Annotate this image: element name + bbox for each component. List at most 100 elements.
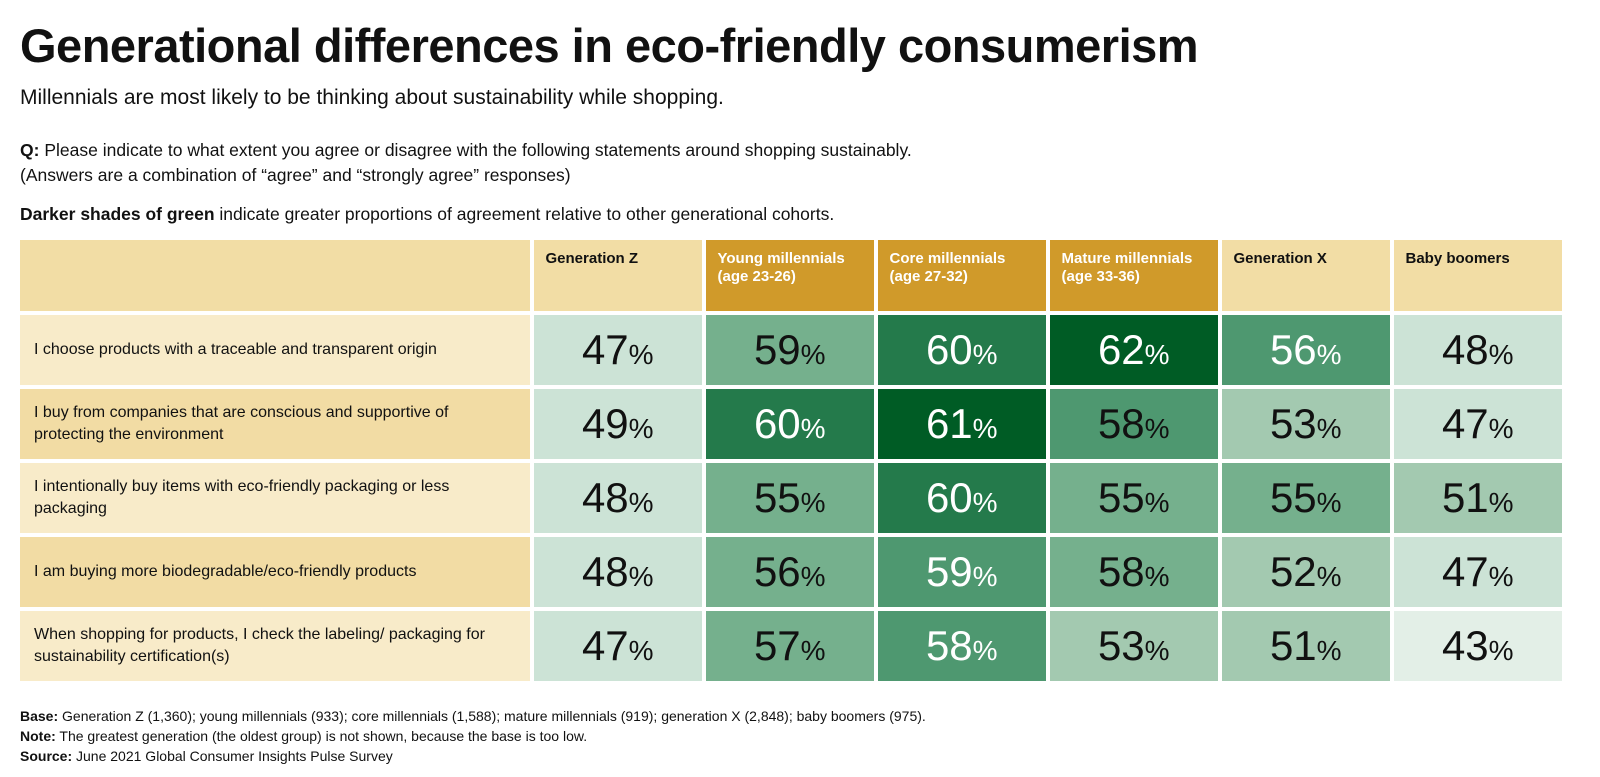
- cell-value: 55: [1097, 473, 1145, 521]
- percent-sign: %: [800, 338, 826, 370]
- note-text: The greatest generation (the oldest grou…: [59, 728, 588, 744]
- percent-sign: %: [628, 634, 654, 666]
- heatmap-cell: 55%: [705, 462, 874, 533]
- shade-note-bold: Darker shades of green: [20, 204, 215, 224]
- percent-sign: %: [800, 412, 826, 444]
- heatmap-cell: 60%: [877, 462, 1046, 533]
- row-label: I am buying more biodegradable/eco-frien…: [20, 536, 530, 607]
- cell-value: 53: [1097, 621, 1145, 669]
- cell-value: 55: [1269, 473, 1317, 521]
- heatmap-cell: 58%: [1049, 536, 1218, 607]
- heatmap-cell: 48%: [1393, 314, 1562, 385]
- column-header: Baby boomers: [1393, 240, 1562, 311]
- cell-value: 56: [1269, 325, 1317, 373]
- chart-title: Generational differences in eco-friendly…: [20, 19, 1199, 72]
- base-label: Base:: [20, 708, 59, 724]
- cell-value: 60: [925, 473, 973, 521]
- row-label: When shopping for products, I check the …: [20, 610, 530, 681]
- row-label: I choose products with a traceable and t…: [20, 314, 530, 385]
- cell-value: 43: [1441, 621, 1489, 669]
- chart-subtitle: Millennials are most likely to be thinki…: [20, 86, 724, 109]
- cell-value: 51: [1441, 473, 1489, 521]
- shade-note-text: indicate greater proportions of agreemen…: [214, 204, 835, 224]
- percent-sign: %: [1488, 412, 1514, 444]
- row-label: I buy from companies that are conscious …: [20, 388, 530, 459]
- column-header: Mature millennials (age 33-36): [1049, 240, 1218, 311]
- cell-value: 57: [753, 621, 801, 669]
- footer: Base: Generation Z (1,360); young millen…: [20, 706, 926, 766]
- heatmap-cell: 51%: [1221, 610, 1390, 681]
- heatmap-cell: 51%: [1393, 462, 1562, 533]
- column-header: Young millennials (age 23-26): [705, 240, 874, 311]
- percent-sign: %: [628, 560, 654, 592]
- heatmap-cell: 47%: [533, 610, 702, 681]
- percent-sign: %: [1488, 634, 1514, 666]
- percent-sign: %: [972, 338, 998, 370]
- heatmap-cell: 48%: [533, 536, 702, 607]
- heatmap-cell: 61%: [877, 388, 1046, 459]
- cell-value: 58: [1097, 399, 1145, 447]
- percent-sign: %: [972, 486, 998, 518]
- cell-value: 56: [753, 547, 801, 595]
- percent-sign: %: [1144, 338, 1170, 370]
- percent-sign: %: [1144, 560, 1170, 592]
- cell-value: 58: [925, 621, 973, 669]
- cell-value: 58: [1097, 547, 1145, 595]
- heatmap-cell: 60%: [705, 388, 874, 459]
- heatmap-cell: 47%: [1393, 388, 1562, 459]
- heatmap-cell: 57%: [705, 610, 874, 681]
- percent-sign: %: [628, 412, 654, 444]
- heatmap-cell: 56%: [1221, 314, 1390, 385]
- cell-value: 47: [581, 621, 629, 669]
- heatmap-table: Generation Z Young millennials (age 23-26…: [20, 240, 1562, 681]
- heatmap-cell: 48%: [533, 462, 702, 533]
- heatmap-cell: 55%: [1221, 462, 1390, 533]
- note-label: Note:: [20, 728, 56, 744]
- source-label: Source:: [20, 748, 73, 764]
- heatmap-cell: 59%: [877, 536, 1046, 607]
- heatmap-cell: 53%: [1221, 388, 1390, 459]
- percent-sign: %: [628, 486, 654, 518]
- shade-note: Darker shades of green indicate greater …: [20, 204, 834, 225]
- cell-value: 60: [753, 399, 801, 447]
- heatmap-cell: 58%: [877, 610, 1046, 681]
- percent-sign: %: [1316, 634, 1342, 666]
- heatmap-cell: 62%: [1049, 314, 1218, 385]
- percent-sign: %: [800, 560, 826, 592]
- column-header: Generation X: [1221, 240, 1390, 311]
- cell-value: 52: [1269, 547, 1317, 595]
- cell-value: 55: [753, 473, 801, 521]
- percent-sign: %: [1316, 412, 1342, 444]
- cell-value: 60: [925, 325, 973, 373]
- percent-sign: %: [972, 560, 998, 592]
- question: Q: Please indicate to what extent you ag…: [20, 138, 912, 188]
- percent-sign: %: [800, 634, 826, 666]
- heatmap-cell: 58%: [1049, 388, 1218, 459]
- percent-sign: %: [1144, 412, 1170, 444]
- cell-value: 47: [1441, 399, 1489, 447]
- percent-sign: %: [1488, 560, 1514, 592]
- percent-sign: %: [972, 412, 998, 444]
- cell-value: 47: [1441, 547, 1489, 595]
- percent-sign: %: [972, 634, 998, 666]
- cell-value: 61: [925, 399, 973, 447]
- percent-sign: %: [1144, 634, 1170, 666]
- heatmap-cell: 53%: [1049, 610, 1218, 681]
- heatmap-cell: 47%: [1393, 536, 1562, 607]
- cell-value: 49: [581, 399, 629, 447]
- question-note: (Answers are a combination of “agree” an…: [20, 165, 571, 185]
- percent-sign: %: [1316, 338, 1342, 370]
- percent-sign: %: [628, 338, 654, 370]
- cell-value: 51: [1269, 621, 1317, 669]
- cell-value: 59: [925, 547, 973, 595]
- heatmap-cell: 59%: [705, 314, 874, 385]
- cell-value: 59: [753, 325, 801, 373]
- heatmap-cell: 49%: [533, 388, 702, 459]
- cell-value: 53: [1269, 399, 1317, 447]
- heatmap-cell: 43%: [1393, 610, 1562, 681]
- percent-sign: %: [800, 486, 826, 518]
- cell-value: 47: [581, 325, 629, 373]
- column-header: Core millennials (age 27-32): [877, 240, 1046, 311]
- percent-sign: %: [1316, 560, 1342, 592]
- percent-sign: %: [1488, 338, 1514, 370]
